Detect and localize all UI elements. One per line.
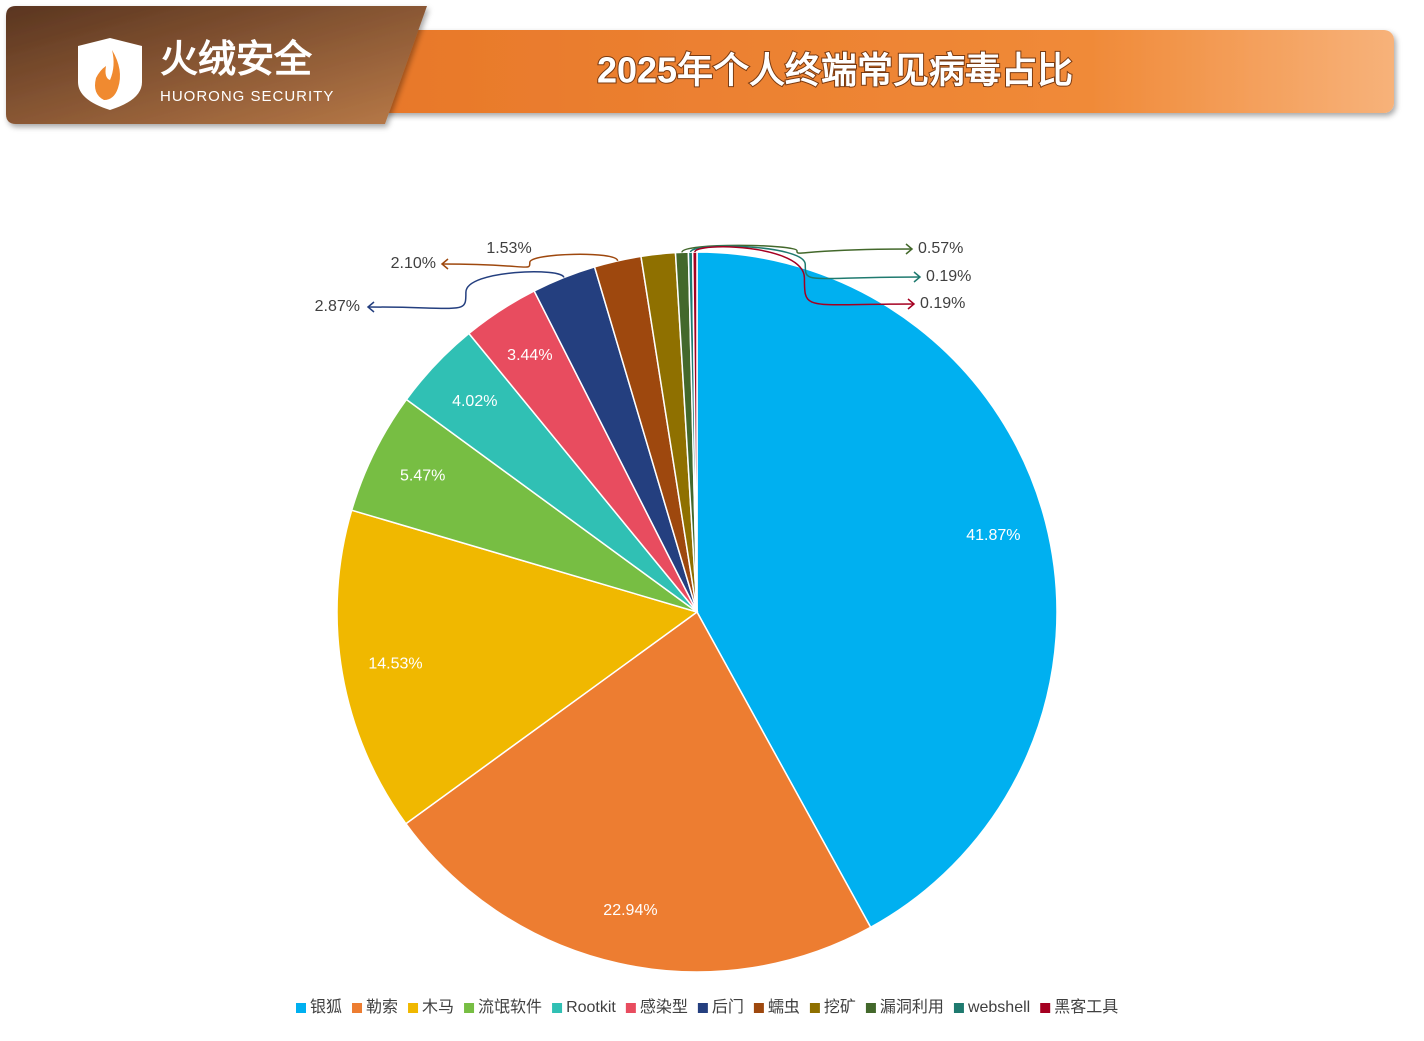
legend-label: Rootkit bbox=[566, 999, 616, 1016]
legend-swatch bbox=[1040, 1003, 1051, 1013]
pie-slice bbox=[691, 251, 698, 613]
leader-line bbox=[367, 271, 565, 310]
legend-label: 黑客工具 bbox=[1054, 998, 1118, 1016]
legend: 银狐 勒索 木马 流氓软件 Rootkit 感染型 后门 蠕虫 挖矿 漏洞利用 webshell 黑客… bbox=[296, 998, 1118, 1016]
chart-title: 2025年个人终端常见病毒占比 bbox=[597, 50, 1073, 91]
leader-arrow bbox=[366, 301, 375, 313]
pie-slice bbox=[404, 610, 872, 973]
leader-arrow bbox=[905, 243, 914, 255]
legend-swatch bbox=[625, 1003, 636, 1013]
title-bar bbox=[380, 30, 1394, 113]
pie: 41.87% 22.94% 14.53% 5.47% 4.02% 3.44% 2.87% 2.… bbox=[315, 240, 1058, 973]
legend-swatch bbox=[352, 1003, 363, 1013]
legend-label: 后门 bbox=[712, 998, 744, 1016]
data-label: 0.19% bbox=[926, 268, 971, 285]
legend-label: 木马 bbox=[422, 998, 454, 1016]
leader-arrow bbox=[907, 298, 916, 310]
logo-name: 火绒安全 bbox=[160, 38, 313, 81]
leader-line bbox=[441, 253, 619, 268]
legend-label: webshell bbox=[967, 999, 1030, 1016]
data-label: 5.47% bbox=[400, 468, 445, 485]
legend-label: 漏洞利用 bbox=[880, 998, 944, 1016]
leader-arrow bbox=[913, 271, 922, 283]
legend-swatch bbox=[552, 1003, 563, 1013]
legend-label: 蠕虫 bbox=[768, 998, 800, 1016]
data-label: 0.57% bbox=[918, 240, 963, 257]
data-label: 22.94% bbox=[603, 902, 657, 919]
legend-swatch bbox=[408, 1003, 419, 1013]
logo-subtitle: HUORONG SECURITY bbox=[160, 88, 334, 105]
legend-label: 勒索 bbox=[366, 998, 398, 1016]
legend-swatch bbox=[809, 1003, 820, 1013]
data-label: 1.53% bbox=[486, 240, 531, 257]
legend-label: 流氓软件 bbox=[478, 998, 542, 1016]
leader-arrow bbox=[440, 258, 449, 270]
data-label: 4.02% bbox=[452, 393, 497, 410]
legend-label: 银狐 bbox=[310, 998, 342, 1016]
legend-label: 挖矿 bbox=[824, 998, 856, 1016]
legend-swatch bbox=[296, 1003, 306, 1013]
legend-swatch bbox=[953, 1003, 964, 1013]
logo-shield bbox=[78, 38, 142, 110]
logo-flame bbox=[95, 50, 120, 100]
legend-swatch bbox=[865, 1003, 876, 1013]
data-label: 2.10% bbox=[391, 255, 436, 272]
legend-swatch bbox=[697, 1003, 708, 1013]
leader-line bbox=[694, 246, 915, 306]
data-label: 3.44% bbox=[507, 347, 552, 364]
pie-slice bbox=[336, 509, 699, 825]
legend-label: 感染型 bbox=[640, 998, 688, 1016]
data-label: 0.19% bbox=[920, 295, 965, 312]
data-label: 2.87% bbox=[315, 298, 360, 315]
legend-swatch bbox=[464, 1003, 475, 1013]
legend-swatch bbox=[753, 1003, 764, 1013]
data-label: 14.53% bbox=[368, 655, 422, 672]
data-label: 41.87% bbox=[966, 527, 1020, 544]
